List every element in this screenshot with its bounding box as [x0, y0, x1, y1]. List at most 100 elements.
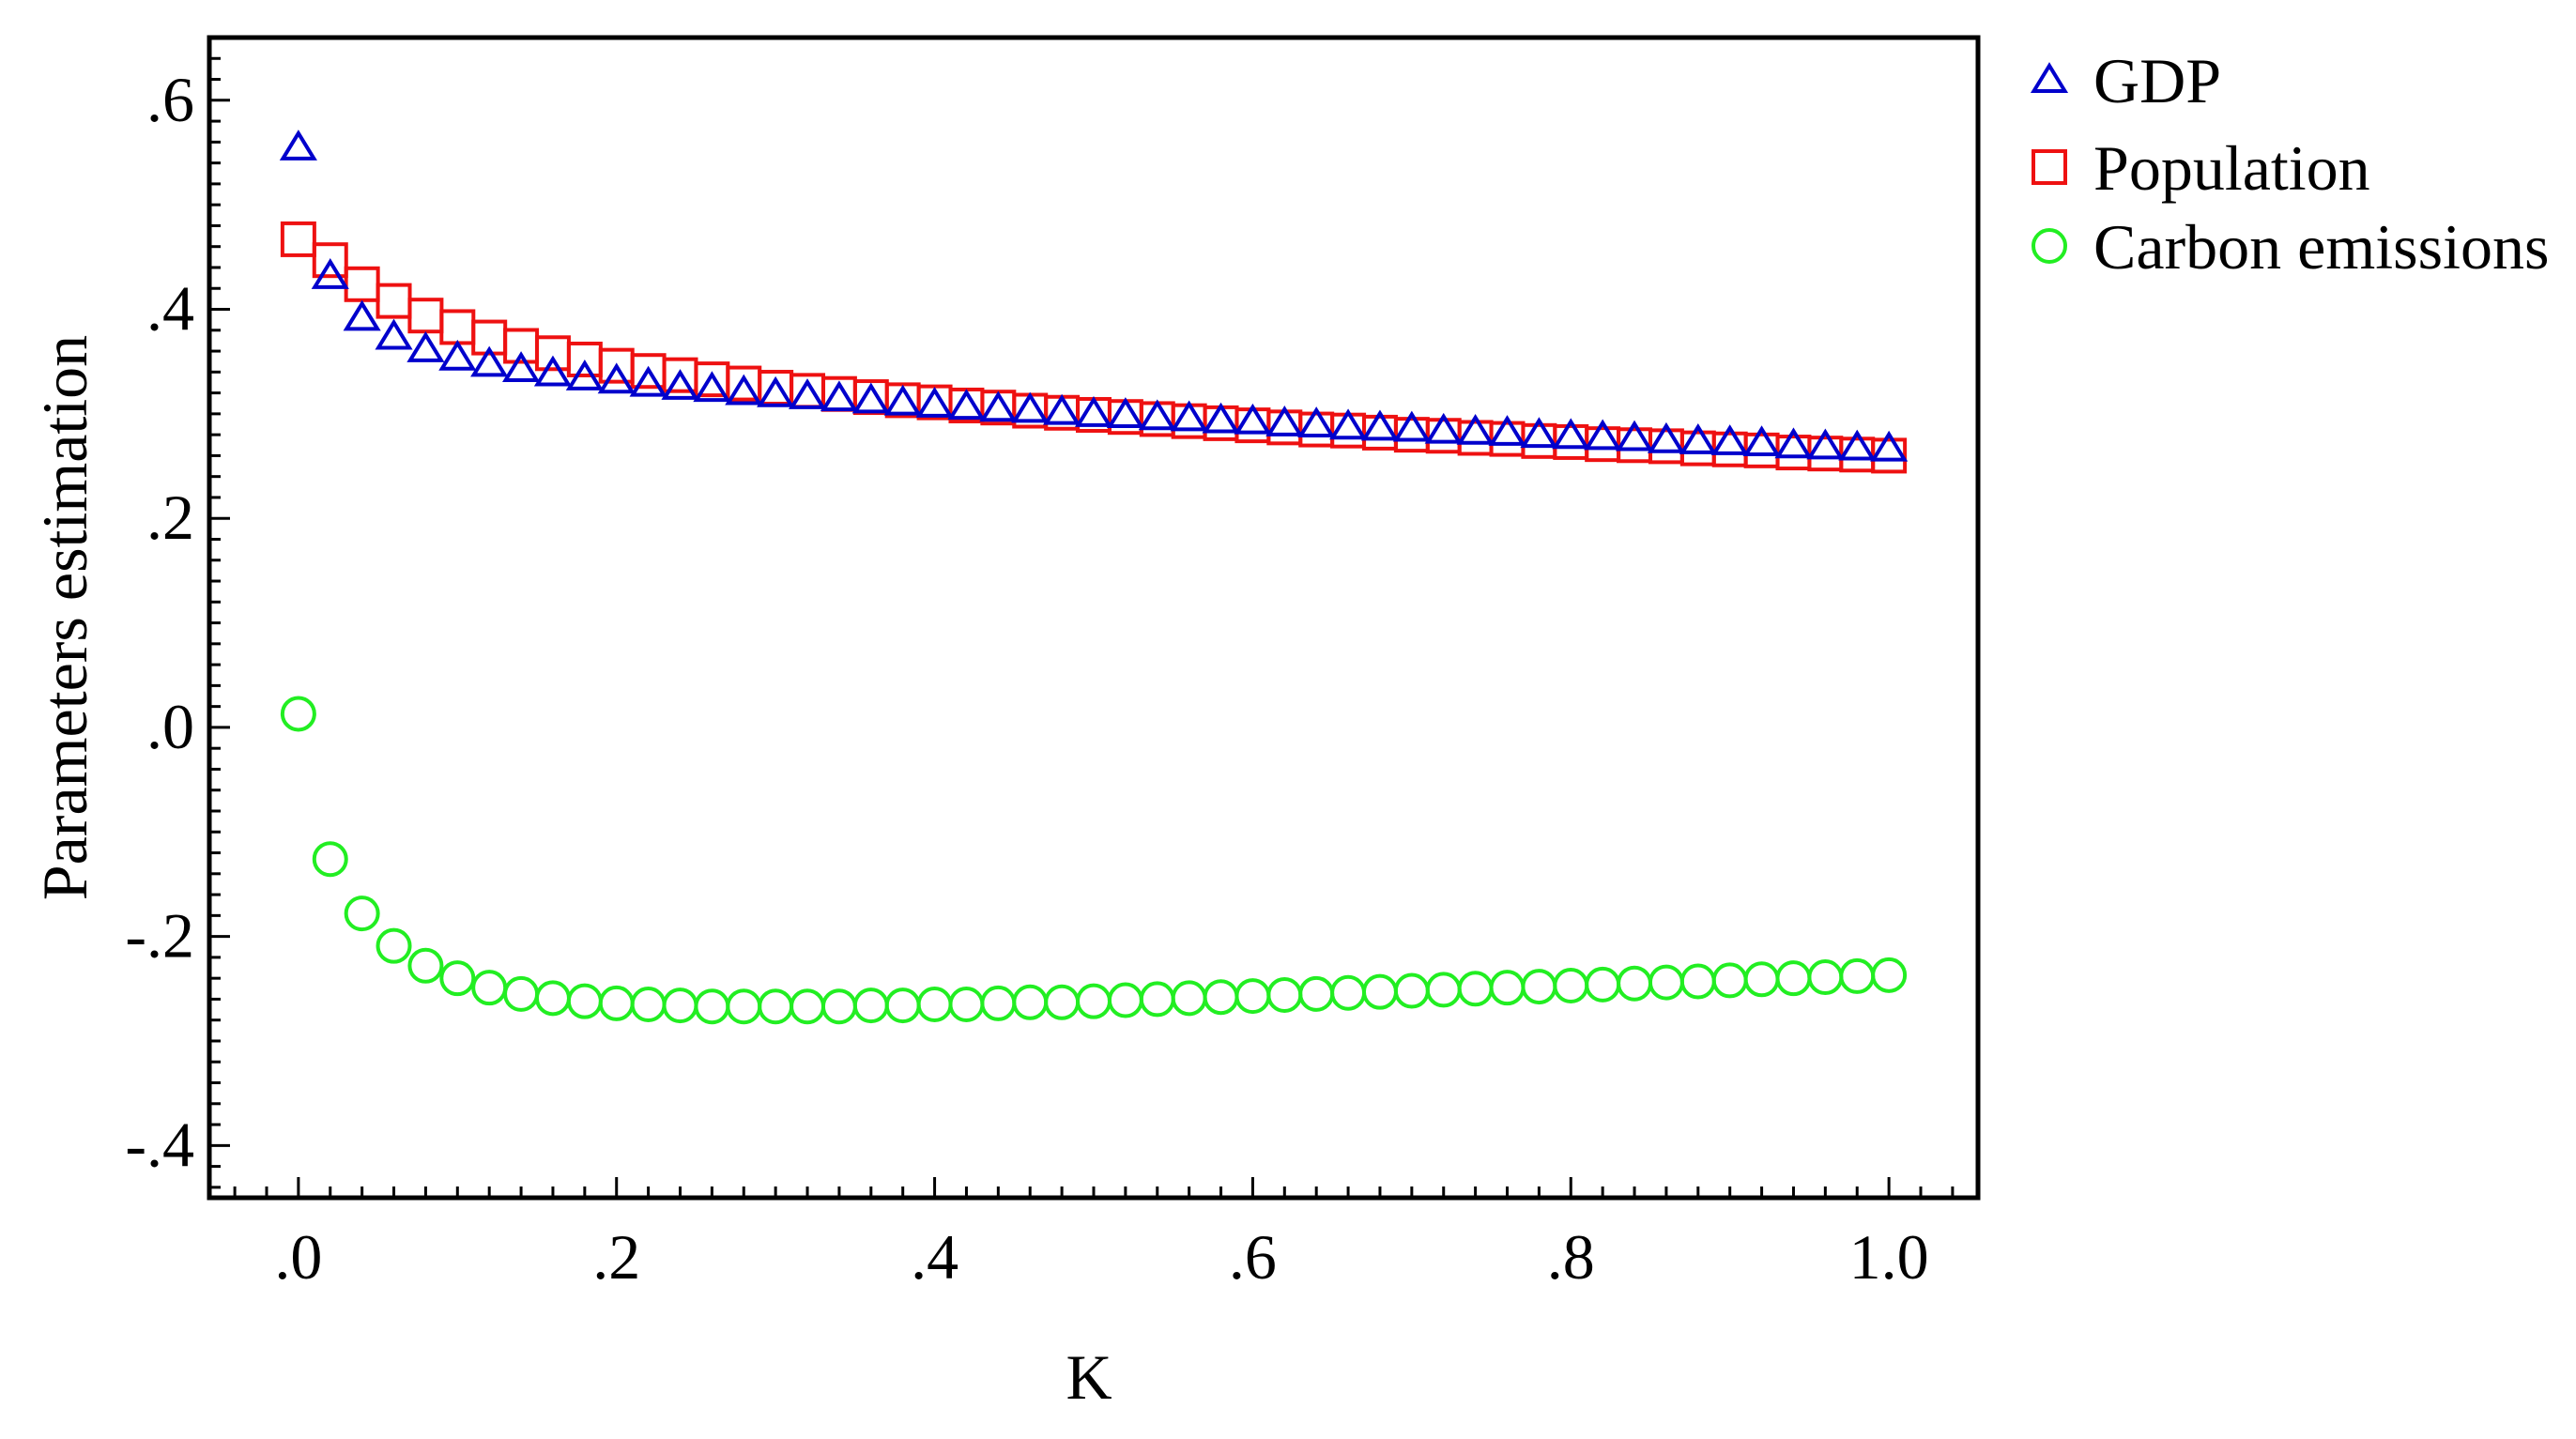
data-point: [312, 841, 348, 878]
data-point: [1584, 419, 1622, 451]
data-point: [1647, 421, 1685, 453]
data-point: [1044, 984, 1081, 1020]
data-point: [1807, 959, 1844, 996]
data-point: [1297, 406, 1336, 437]
data-point: [279, 130, 317, 161]
data-point: [1266, 976, 1303, 1013]
data-point: [1742, 425, 1781, 457]
y-tick-label: .2: [146, 482, 194, 553]
data-point: [1074, 396, 1113, 427]
data-point: [1012, 984, 1049, 1020]
data-point: [758, 988, 794, 1025]
data-point: [1871, 957, 1908, 993]
data-point: [407, 947, 444, 984]
data-point: [883, 384, 922, 416]
data-point: [694, 988, 730, 1025]
data-point: [439, 309, 476, 345]
x-axis-label: K: [1066, 1341, 1112, 1413]
data-point: [1425, 972, 1462, 1008]
data-point: [916, 987, 953, 1022]
data-point: [406, 330, 445, 362]
data-point: [598, 985, 635, 1021]
data-point: [344, 266, 380, 302]
data-point: [1170, 400, 1208, 432]
data-point: [948, 987, 985, 1022]
data-point: [534, 980, 571, 1017]
data-point: [1457, 971, 1494, 1007]
x-tick-label: .2: [592, 1221, 640, 1293]
data-point: [884, 987, 921, 1024]
data-point: [439, 960, 476, 997]
data-point: [280, 221, 316, 257]
data-point: [1011, 391, 1050, 423]
data-point: [1839, 957, 1876, 994]
data-point: [280, 696, 316, 732]
data-point: [1711, 962, 1748, 999]
data-point: [1456, 413, 1495, 445]
data-point: [1265, 406, 1304, 436]
y-axis-label: Parameters estimation: [29, 335, 100, 900]
x-tick-label: .0: [274, 1221, 322, 1293]
y-tick-label: .0: [146, 691, 194, 762]
data-point: [407, 298, 444, 334]
data-point: [502, 351, 541, 382]
data-point: [1838, 429, 1877, 461]
y-tick-label: -.4: [125, 1109, 194, 1180]
data-point: [1806, 428, 1845, 460]
legend-marker-square: [2032, 149, 2067, 185]
data-point: [1553, 967, 1589, 1003]
data-point: [1617, 965, 1653, 1002]
x-tick-label: 1.0: [1849, 1221, 1929, 1293]
data-point: [1424, 412, 1463, 444]
data-point: [1043, 393, 1081, 425]
data-point: [1361, 973, 1398, 1010]
data-point: [852, 987, 889, 1024]
data-point: [1870, 430, 1909, 462]
data-point: [630, 987, 667, 1022]
data-point: [788, 378, 827, 409]
data-point: [1585, 966, 1621, 1003]
data-point: [1329, 408, 1368, 440]
legend-label: Carbon emissions: [2093, 211, 2549, 283]
data-point: [471, 970, 508, 1006]
data-point: [1139, 981, 1175, 1018]
data-point: [1679, 963, 1716, 1000]
data-point: [1710, 424, 1749, 455]
series-circle: [280, 696, 1908, 1025]
data-point: [661, 369, 699, 400]
data-point: [470, 345, 509, 377]
data-point: [629, 365, 667, 397]
data-point: [1393, 972, 1430, 1009]
data-point: [343, 299, 381, 331]
data-point: [566, 983, 603, 1019]
x-tick-label: .4: [911, 1221, 958, 1293]
data-point: [1106, 397, 1144, 428]
legend-label: GDP: [2093, 45, 2221, 116]
data-point: [1488, 415, 1526, 446]
data-point: [503, 975, 540, 1012]
data-point: [1521, 969, 1557, 1005]
series-triangle: [279, 130, 1909, 462]
data-point: [851, 382, 890, 414]
data-point: [1392, 410, 1431, 442]
data-point: [1138, 399, 1176, 431]
data-point: [344, 896, 380, 932]
data-point: [726, 988, 762, 1025]
data-point: [820, 988, 857, 1025]
y-tick-label: -.2: [125, 900, 194, 972]
data-point: [980, 985, 1017, 1021]
y-tick-label: .6: [146, 64, 194, 135]
data-point: [438, 339, 477, 371]
plot-frame: [207, 35, 1981, 1201]
data-point: [979, 390, 1018, 422]
data-point: [1615, 420, 1654, 452]
data-point: [534, 335, 571, 372]
data-point: [1520, 417, 1558, 449]
data-point: [1679, 422, 1717, 454]
data-point: [1234, 403, 1272, 435]
data-point: [790, 988, 826, 1025]
x-tick-label: .8: [1547, 1221, 1595, 1293]
